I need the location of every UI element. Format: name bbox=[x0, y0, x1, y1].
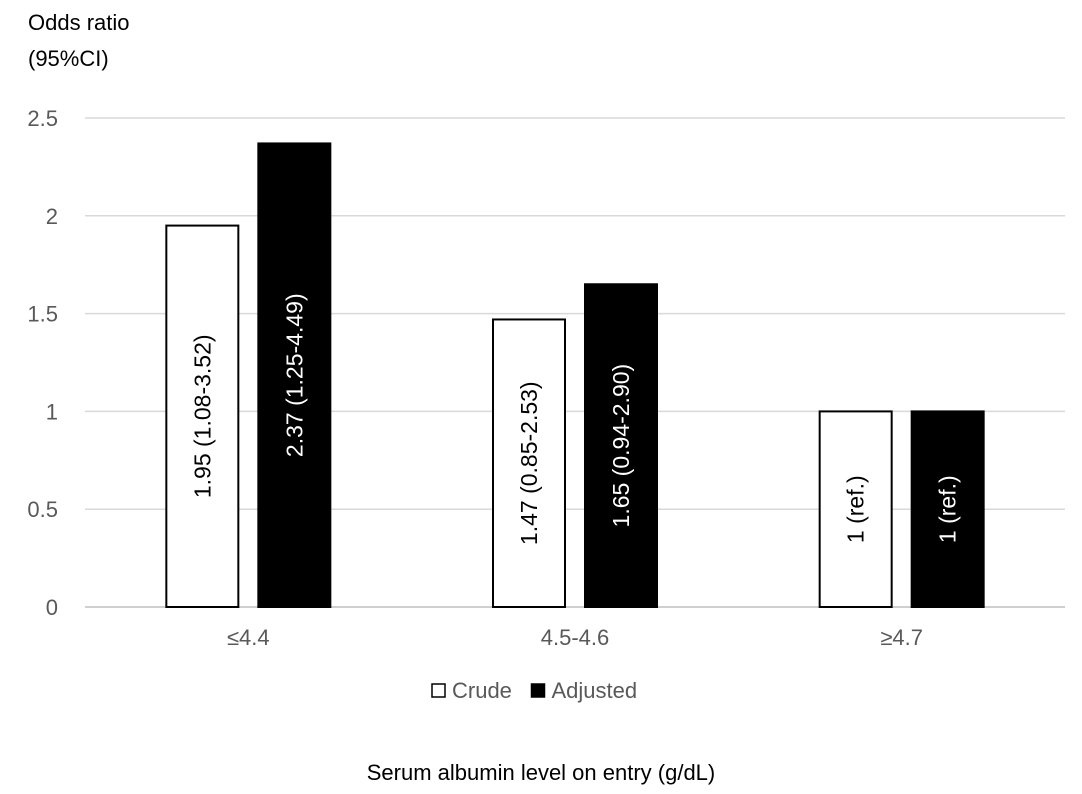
x-tick-label: 4.5-4.6 bbox=[541, 625, 610, 650]
y-tick-label: 1 bbox=[46, 399, 58, 424]
legend-label-crude: Crude bbox=[452, 678, 512, 703]
bar-adjusted bbox=[257, 142, 332, 608]
x-tick-label: ≤4.4 bbox=[227, 625, 270, 650]
y-axis-label-line2: (95%CI) bbox=[28, 46, 109, 71]
y-tick-label: 0 bbox=[46, 595, 58, 620]
bar-crude bbox=[165, 224, 240, 609]
bar-adjusted bbox=[584, 283, 658, 608]
y-tick-label: 2.5 bbox=[27, 106, 58, 131]
y-axis-label-line1: Odds ratio bbox=[28, 10, 130, 35]
bars: 1.95 (1.08-3.52) 2.37 (1.25-4.49) 1.47 (0.… bbox=[165, 142, 985, 609]
y-tick-label: 1.5 bbox=[27, 302, 58, 327]
legend-label-adjusted: Adjusted bbox=[552, 678, 638, 703]
legend-swatch-crude bbox=[431, 683, 446, 698]
x-axis-tick-labels: ≤4.4 4.5-4.6 ≥4.7 bbox=[227, 625, 923, 650]
bar-crude bbox=[492, 318, 566, 608]
bar-data-label: 1 (ref.) bbox=[935, 475, 961, 543]
bar-data-label: 1.65 (0.94-2.90) bbox=[608, 364, 634, 528]
bar-crude bbox=[818, 410, 893, 608]
bar-data-label: 2.37 (1.25-4.49) bbox=[281, 293, 307, 457]
x-axis-title: Serum albumin level on entry (g/dL) bbox=[367, 760, 716, 785]
legend-swatch-adjusted bbox=[530, 683, 546, 698]
y-tick-label: 2 bbox=[46, 204, 58, 229]
bar-data-label: 1.47 (0.85-2.53) bbox=[516, 381, 542, 545]
x-tick-label: ≥4.7 bbox=[880, 625, 923, 650]
bar-adjusted bbox=[910, 410, 985, 608]
legend: Crude Adjusted bbox=[431, 678, 638, 703]
y-axis-tick-labels: 0 0.5 1 1.5 2 2.5 bbox=[27, 106, 58, 620]
bar-data-label: 1.95 (1.08-3.52) bbox=[189, 334, 215, 498]
y-tick-label: 0.5 bbox=[27, 497, 58, 522]
bar-data-label: 1 (ref.) bbox=[843, 475, 869, 543]
gridlines bbox=[85, 117, 1065, 608]
